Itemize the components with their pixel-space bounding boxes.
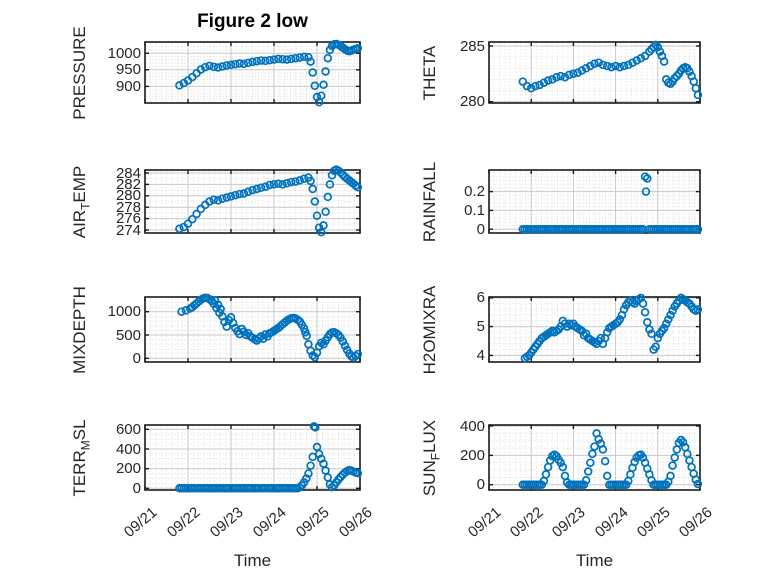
subplot-rainfall bbox=[488, 169, 703, 234]
y-tick-label: 280 bbox=[459, 93, 485, 111]
y-tick-label: 1000 bbox=[107, 303, 141, 321]
y-axis-label-sun-flux: SUNFLUX bbox=[419, 378, 443, 538]
axes-box bbox=[488, 424, 701, 491]
y-tick-label: 276 bbox=[115, 210, 141, 228]
tick-marks bbox=[488, 297, 701, 362]
tick-marks bbox=[144, 170, 361, 233]
y-tick-label: 285 bbox=[459, 37, 485, 55]
y-tick-label: 400 bbox=[115, 440, 141, 458]
y-tick-label: 950 bbox=[115, 61, 141, 79]
y-tick-label: 0.2 bbox=[464, 183, 485, 201]
grid-lines bbox=[145, 425, 360, 490]
y-tick-label: 280 bbox=[115, 187, 141, 205]
axes-box bbox=[144, 169, 361, 234]
figure-title: Figure 2 low bbox=[197, 11, 308, 32]
y-tick-label: 274 bbox=[115, 221, 141, 239]
y-tick-label: 5 bbox=[476, 318, 485, 336]
data-points bbox=[175, 165, 363, 237]
tick-marks bbox=[144, 425, 361, 490]
data-points bbox=[518, 429, 703, 489]
y-tick-label: 400 bbox=[459, 417, 485, 435]
ylabel-text: MIXDEPTH bbox=[70, 285, 89, 374]
y-tick-label: 0 bbox=[132, 349, 141, 367]
y-axis-label-terr-msl: TERRMSL bbox=[69, 378, 93, 538]
ylabel-text: EMP bbox=[70, 165, 89, 203]
y-tick-label: 278 bbox=[115, 198, 141, 216]
ylabel-text: H2OMIXRA bbox=[420, 285, 439, 374]
axes-box bbox=[144, 296, 361, 363]
y-tick-label: 1000 bbox=[107, 44, 141, 62]
grid-lines bbox=[145, 42, 360, 103]
data-points bbox=[177, 293, 363, 363]
time-axis-label: Time bbox=[233, 551, 272, 570]
ylabel-text: SUN bbox=[420, 459, 439, 496]
data-points bbox=[518, 172, 703, 234]
y-tick-label: 6 bbox=[476, 289, 485, 307]
subplot-sun-flux bbox=[488, 424, 703, 491]
grid-lines bbox=[145, 170, 360, 233]
tick-marks bbox=[144, 297, 361, 362]
axes-box bbox=[488, 41, 701, 104]
y-tick-label: 284 bbox=[115, 164, 141, 182]
ylabel-text: SL bbox=[70, 418, 89, 440]
y-tick-label: 0 bbox=[476, 220, 485, 238]
subplot-air-temp bbox=[144, 165, 363, 237]
y-tick-label: 900 bbox=[115, 77, 141, 95]
axes-box bbox=[488, 296, 701, 363]
ylabel-subscript: F bbox=[428, 452, 443, 460]
y-tick-label: 500 bbox=[115, 326, 141, 344]
ylabel-text: RAINFALL bbox=[420, 161, 439, 242]
axes-box bbox=[488, 169, 701, 234]
grid-lines bbox=[489, 42, 700, 103]
ylabel-text: LUX bbox=[420, 419, 439, 453]
tick-marks bbox=[488, 42, 701, 103]
subplot-terr-msl bbox=[144, 422, 363, 493]
y-tick-label: 600 bbox=[115, 420, 141, 438]
time-axis-label: Time bbox=[575, 551, 614, 570]
y-tick-label: 0.1 bbox=[464, 201, 485, 219]
grid-lines bbox=[145, 297, 360, 362]
data-points bbox=[175, 422, 363, 493]
data-points bbox=[520, 293, 703, 363]
y-tick-label: 0 bbox=[476, 476, 485, 494]
grid-lines bbox=[489, 297, 700, 362]
ylabel-text: TERR bbox=[70, 449, 89, 497]
ylabel-text: PRESSURE bbox=[70, 25, 89, 120]
ylabel-subscript: M bbox=[78, 439, 93, 450]
subplot-mixdepth bbox=[144, 293, 363, 363]
subplot-h2omixra bbox=[488, 293, 703, 363]
data-points bbox=[518, 40, 703, 100]
y-tick-label: 282 bbox=[115, 175, 141, 193]
ylabel-text: THETA bbox=[420, 45, 439, 100]
axes-box bbox=[144, 41, 361, 104]
subplot-theta bbox=[488, 40, 703, 104]
ylabel-subscript: T bbox=[78, 202, 93, 210]
grid-lines bbox=[489, 170, 700, 233]
tick-marks bbox=[488, 170, 701, 233]
y-tick-label: 0 bbox=[132, 479, 141, 497]
y-tick-label: 200 bbox=[459, 446, 485, 464]
y-tick-label: 200 bbox=[115, 460, 141, 478]
data-points bbox=[175, 39, 363, 107]
subplot-pressure bbox=[144, 39, 363, 107]
tick-marks bbox=[144, 42, 361, 103]
ylabel-text: AIR bbox=[70, 209, 89, 238]
y-tick-label: 4 bbox=[476, 346, 485, 364]
